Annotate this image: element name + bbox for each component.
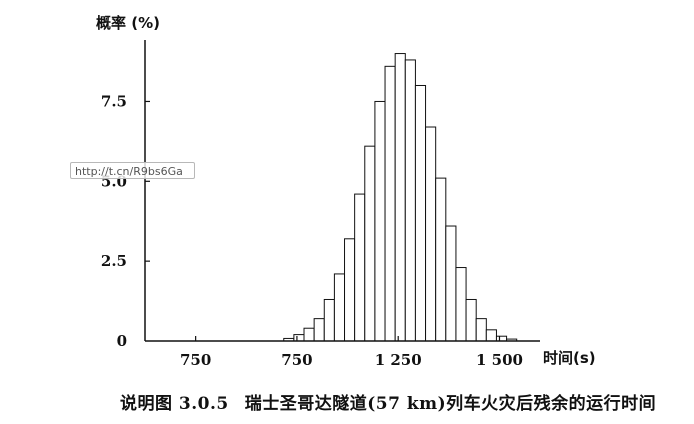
x-tick-label-1: 750 [281, 351, 312, 369]
histogram-bar-9 [374, 100, 386, 342]
caption-text: 瑞士圣哥达隧道(57 km)列车火灾后残余的运行时间 [244, 394, 657, 414]
histogram-bar-14 [425, 126, 437, 342]
histogram-bar-3 [313, 318, 325, 342]
histogram-bar-16 [445, 225, 457, 342]
y-tick-label-1: 2.5 [101, 252, 127, 270]
x-tick-label-3: 1 500 [476, 351, 523, 369]
x-axis-label: 时间(s) [543, 349, 596, 367]
watermark-link[interactable]: http://t.cn/R9bs6Ga [70, 162, 195, 179]
y-tick-label-0: 0 [117, 332, 127, 350]
histogram-bar-18 [465, 298, 477, 342]
x-tick-label-0: 750 [180, 351, 211, 369]
x-ticks: 750 750 1 250 1 500 [180, 336, 523, 369]
y-tick-label-3: 7.5 [101, 92, 127, 110]
histogram-bar-19 [475, 318, 487, 342]
histogram-bar-1 [293, 334, 305, 342]
histogram-bar-4 [323, 298, 335, 342]
histogram-bars [283, 53, 518, 342]
histogram-bar-6 [344, 238, 356, 342]
x-tick-label-2: 1 250 [375, 351, 422, 369]
histogram-bar-15 [435, 177, 447, 342]
histogram-bar-7 [354, 193, 366, 342]
histogram-bar-2 [303, 327, 315, 342]
histogram-bar-10 [384, 65, 396, 342]
y-ticks: 02.55.07.5 [101, 92, 150, 350]
caption-number: 说明图 3.0.5 [120, 394, 229, 414]
figure-caption: 说明图 3.0.5 瑞士圣哥达隧道(57 km)列车火灾后残余的运行时间 [120, 389, 656, 414]
histogram-bar-13 [414, 84, 427, 342]
histogram-bar-5 [333, 273, 346, 342]
histogram-bar-12 [404, 59, 416, 342]
histogram-bar-17 [455, 267, 467, 342]
histogram-bar-20 [485, 329, 497, 342]
histogram-bar-11 [394, 53, 406, 342]
y-axis-label: 概率 (%) [96, 14, 160, 32]
histogram-bar-8 [364, 145, 376, 342]
